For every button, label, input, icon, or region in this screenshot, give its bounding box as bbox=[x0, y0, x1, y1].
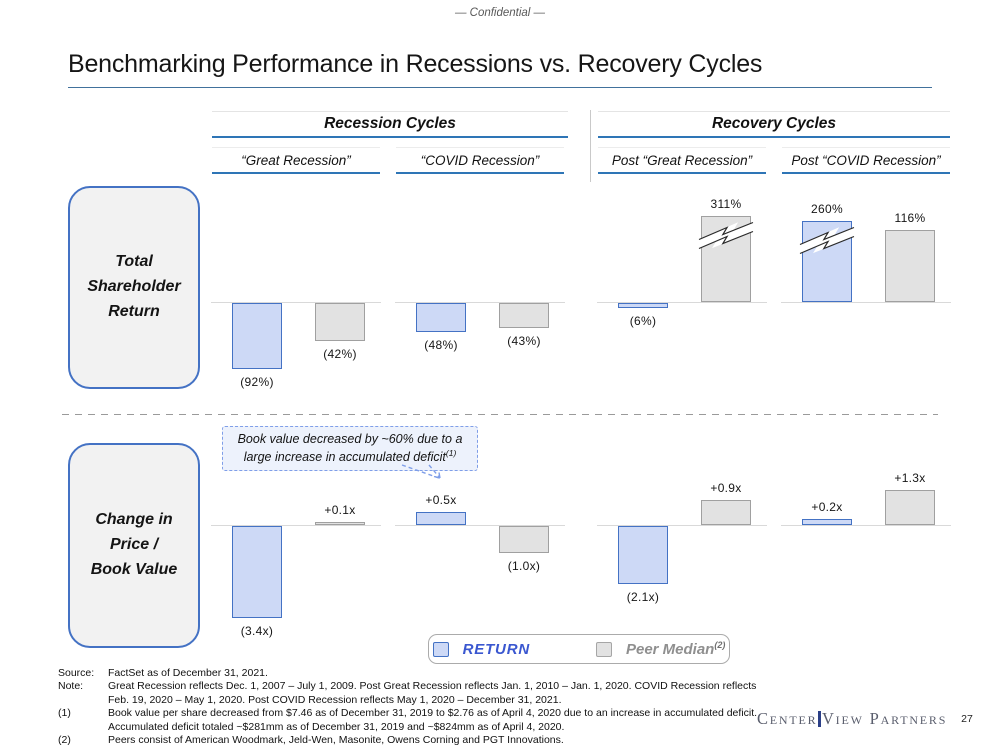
footnote-text: Peers consist of American Woodmark, Jeld… bbox=[108, 734, 564, 747]
legend-return-swatch bbox=[432, 641, 449, 657]
bar-return bbox=[232, 526, 282, 618]
footnote-label: (2) bbox=[58, 734, 71, 747]
metric-box-line: Change in bbox=[95, 511, 173, 529]
bar-peer-median bbox=[885, 230, 935, 302]
bar-return bbox=[416, 303, 466, 332]
metric-box-total-shareholder-return: Total Shareholder Return bbox=[68, 186, 200, 389]
metric-box-change-price-book-value: Change in Price / Book Value bbox=[68, 443, 200, 648]
axis-baseline bbox=[211, 302, 381, 303]
bar-value-label: +1.3x bbox=[894, 471, 926, 485]
bar-return bbox=[618, 526, 668, 584]
bar-value-label: 311% bbox=[710, 197, 742, 211]
bar-return bbox=[802, 519, 852, 525]
axis-baseline bbox=[211, 525, 381, 526]
bar-peer-median bbox=[701, 500, 751, 525]
footnote-label: Source: bbox=[58, 667, 95, 679]
metric-box-line: Return bbox=[108, 302, 160, 320]
bar-peer-median bbox=[499, 303, 549, 328]
metric-box-line: Price / bbox=[109, 536, 159, 554]
bar-value-label: (1.0x) bbox=[507, 559, 541, 573]
bar-return bbox=[618, 303, 668, 308]
subheader-post-great-recession: Post “Great Recession” bbox=[598, 147, 766, 174]
page-title: Benchmarking Performance in Recessions v… bbox=[68, 50, 932, 88]
metric-box-line: Total bbox=[115, 253, 153, 271]
axis-break-icon bbox=[697, 221, 755, 250]
legend-peer-label: Peer Median(2) bbox=[626, 640, 725, 658]
logo-divider-bar bbox=[818, 711, 821, 727]
footnote-row-1: (1) Book value per share decreased from … bbox=[58, 707, 938, 734]
callout-tail-icon bbox=[401, 464, 441, 479]
legend: RETURN Peer Median(2) bbox=[428, 634, 730, 664]
logo-text-center: Center bbox=[757, 709, 818, 728]
bar-value-label: +0.2x bbox=[811, 500, 843, 514]
metric-box-line: Shareholder bbox=[87, 278, 181, 296]
metric-box-line: Book Value bbox=[90, 560, 178, 578]
footnote-text: FactSet as of December 31, 2021. bbox=[108, 667, 268, 679]
legend-peer-footnote-ref: (2) bbox=[714, 640, 726, 650]
bar-peer-median bbox=[885, 490, 935, 525]
subheader-post-covid-recession: Post “COVID Recession” bbox=[782, 147, 950, 174]
legend-peer-label-text: Peer Median bbox=[625, 641, 715, 658]
legend-return-label: RETURN bbox=[462, 640, 530, 658]
group-separator-line bbox=[590, 110, 591, 182]
bar-value-label: (43%) bbox=[507, 334, 541, 348]
footnote-text: Great Recession reflects Dec. 1, 2007 – … bbox=[108, 680, 757, 706]
footnotes: Source: FactSet as of December 31, 2021.… bbox=[58, 667, 938, 748]
recovery-cycles-header: Recovery Cycles bbox=[598, 111, 950, 138]
bar-value-label: +0.1x bbox=[324, 503, 356, 517]
footnote-label: (1) bbox=[58, 707, 71, 720]
logo-text-view-partners: View Partners bbox=[821, 709, 948, 728]
bar-return bbox=[798, 221, 856, 302]
subheader-covid-recession: “COVID Recession” bbox=[396, 147, 564, 174]
recession-cycles-header: Recession Cycles bbox=[212, 111, 568, 138]
axis-baseline bbox=[395, 525, 565, 526]
page-number: 27 bbox=[961, 713, 973, 725]
bar-value-label: 260% bbox=[811, 202, 843, 216]
bar-value-label: (3.4x) bbox=[240, 624, 274, 638]
bar-value-label: (92%) bbox=[240, 375, 274, 389]
bar-value-label: (6%) bbox=[629, 314, 657, 328]
centerview-partners-logo: Center View Partners bbox=[757, 709, 947, 729]
axis-baseline bbox=[781, 525, 951, 526]
bar-peer-median bbox=[315, 522, 365, 525]
axis-baseline bbox=[597, 525, 767, 526]
bar-value-label: +0.9x bbox=[710, 481, 742, 495]
dashed-divider bbox=[62, 414, 938, 415]
footnote-row-source: Source: FactSet as of December 31, 2021. bbox=[58, 667, 938, 680]
bar-peer-median bbox=[697, 216, 755, 302]
axis-break-icon bbox=[798, 226, 856, 255]
footnote-label: Note: bbox=[58, 680, 84, 693]
bar-peer-median bbox=[499, 526, 549, 553]
bar-value-label: (42%) bbox=[323, 347, 357, 361]
bar-return bbox=[232, 303, 282, 369]
bar-value-label: (48%) bbox=[424, 338, 458, 352]
footnote-text: Book value per share decreased from $7.4… bbox=[108, 707, 758, 733]
footnote-row-2: (2) Peers consist of American Woodmark, … bbox=[58, 734, 938, 747]
bar-value-label: (2.1x) bbox=[626, 590, 660, 604]
axis-baseline bbox=[395, 302, 565, 303]
callout-text: Book value decreased by ~60% due to a la… bbox=[237, 432, 463, 465]
confidential-label: — Confidential — bbox=[454, 7, 546, 19]
callout-box: Book value decreased by ~60% due to a la… bbox=[222, 426, 478, 471]
subheader-great-recession: “Great Recession” bbox=[212, 147, 380, 174]
callout-footnote-ref: (1) bbox=[445, 447, 457, 458]
axis-baseline bbox=[781, 302, 951, 303]
legend-peer-swatch bbox=[595, 641, 612, 657]
bar-peer-median bbox=[315, 303, 365, 341]
axis-baseline bbox=[597, 302, 767, 303]
bar-return bbox=[416, 512, 466, 525]
footnote-row-note: Note: Great Recession reflects Dec. 1, 2… bbox=[58, 680, 938, 707]
bar-value-label: +0.5x bbox=[425, 493, 457, 507]
bar-value-label: 116% bbox=[894, 211, 926, 225]
